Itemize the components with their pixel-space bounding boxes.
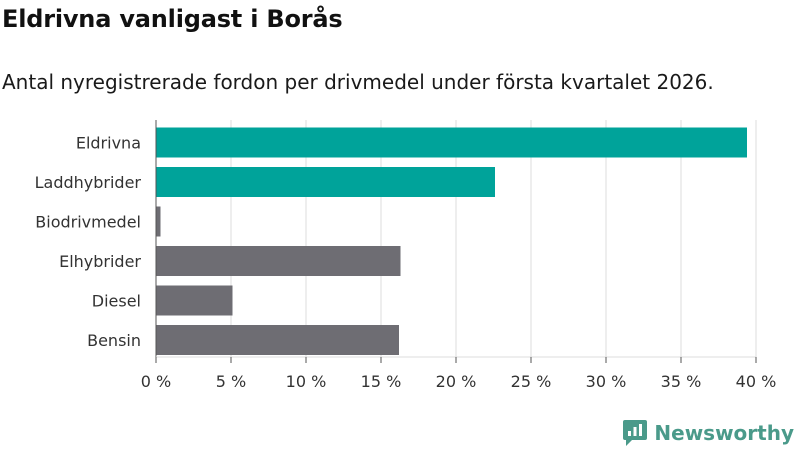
x-tick-label: 20 % [436,372,477,391]
chart-subtitle: Antal nyregistrerade fordon per drivmede… [2,70,714,94]
bar-biodrivmedel [156,206,161,237]
category-label: Laddhybrider [35,173,142,192]
x-tick-label: 35 % [661,372,702,391]
bar-eldrivna [156,127,747,158]
brand-logo: Newsworthy [622,418,794,448]
x-tick-label: 0 % [141,372,171,391]
bar-elhybrider [156,246,401,276]
chart-title: Eldrivna vanligast i Borås [2,5,343,33]
x-tick-label: 40 % [736,372,777,391]
newsworthy-logo-icon [623,420,648,446]
x-tick-label: 30 % [586,372,627,391]
category-label: Diesel [92,292,141,311]
x-tick-label: 10 % [286,372,327,391]
category-label: Bensin [87,331,141,350]
x-tick-label: 15 % [361,372,402,391]
bar-bensin [156,325,399,355]
category-label: Biodrivmedel [35,213,141,232]
bar-laddhybrider [156,167,495,197]
brand-name: Newsworthy [654,421,794,445]
x-tick-label: 25 % [511,372,552,391]
category-label: Eldrivna [76,134,141,153]
bar-diesel [156,285,233,316]
x-tick-label: 5 % [216,372,246,391]
category-label: Elhybrider [59,252,141,271]
